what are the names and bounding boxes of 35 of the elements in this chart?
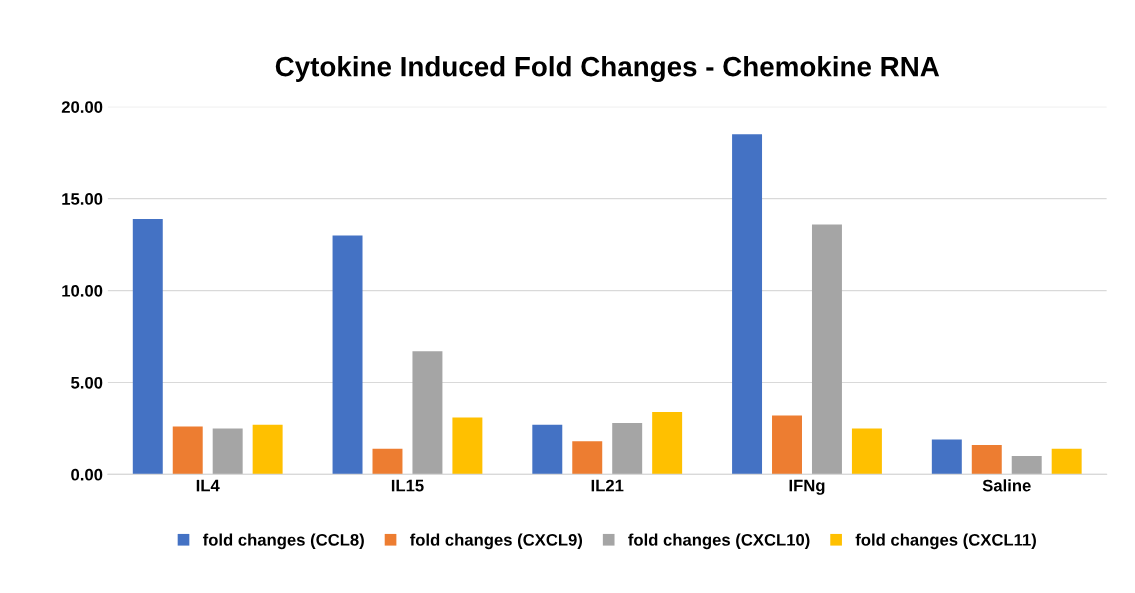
x-tick-label: IL21 bbox=[591, 479, 624, 492]
y-tick-label: 0.00 bbox=[71, 468, 103, 481]
bar bbox=[772, 415, 802, 475]
bar bbox=[452, 417, 483, 475]
chart-title: Cytokine Induced Fold Changes - Chemokine RNA bbox=[275, 56, 940, 83]
bar bbox=[372, 448, 403, 475]
bar bbox=[412, 351, 443, 475]
bar bbox=[572, 441, 603, 475]
x-tick-label: IL4 bbox=[196, 479, 220, 492]
bar bbox=[532, 424, 563, 475]
bar bbox=[612, 422, 643, 475]
bar bbox=[652, 411, 683, 475]
y-tick-label: 10.00 bbox=[62, 284, 103, 297]
bar bbox=[132, 218, 163, 475]
bar bbox=[252, 424, 283, 475]
y-tick-label: 15.00 bbox=[62, 193, 103, 205]
x-tick-label: IFNg bbox=[789, 479, 825, 495]
bar bbox=[1011, 456, 1042, 475]
bar bbox=[931, 439, 962, 475]
x-tick-label: IL15 bbox=[391, 479, 424, 492]
legend-label: fold changes (CXCL10) bbox=[628, 533, 810, 550]
bar bbox=[1051, 448, 1082, 475]
bar bbox=[732, 134, 763, 475]
bar bbox=[212, 428, 243, 475]
bar bbox=[971, 444, 1002, 475]
x-tick-label: Saline bbox=[982, 479, 1031, 492]
legend-label: fold changes (CXCL9) bbox=[409, 533, 583, 550]
bar bbox=[172, 426, 203, 475]
legend-label: fold changes (CXCL11) bbox=[855, 533, 1036, 550]
bar bbox=[811, 224, 842, 475]
y-tick-label: 20.00 bbox=[61, 101, 103, 113]
bar bbox=[332, 235, 363, 475]
legend-label: fold changes (CCL8) bbox=[202, 533, 364, 550]
y-tick-label: 5.00 bbox=[71, 376, 103, 389]
bar bbox=[851, 428, 882, 475]
